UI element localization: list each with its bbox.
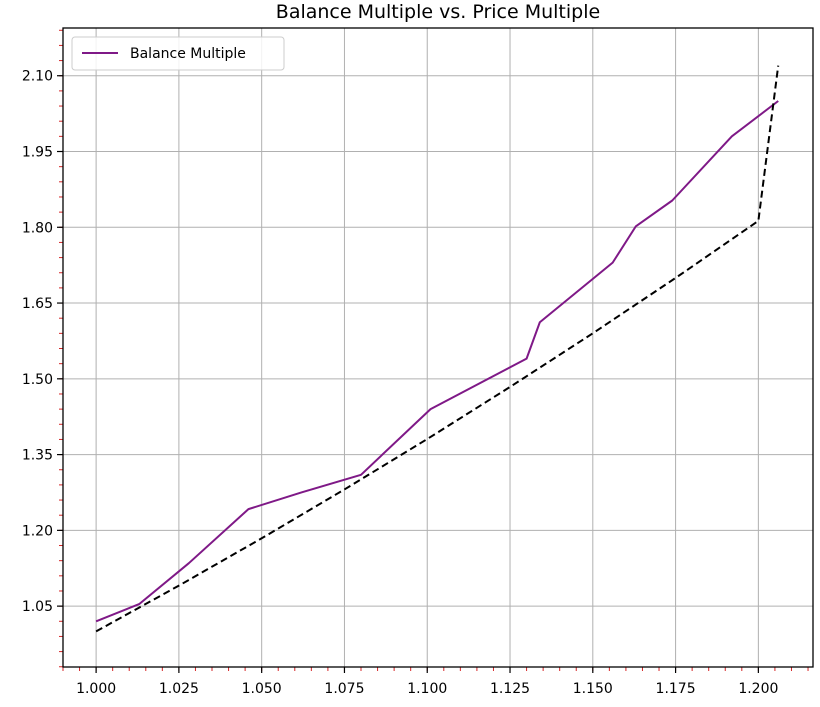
y-tick-labels: 1.05 1.20 1.35 1.50 1.65 1.80 1.95 2.10 — [22, 69, 53, 615]
major-ticks — [57, 75, 759, 673]
legend-label: Balance Multiple — [130, 46, 246, 62]
series — [95, 65, 780, 633]
x-tick-label: 1.025 — [159, 681, 199, 697]
x-tick-label: 1.100 — [407, 681, 447, 697]
y-tick-label: 1.05 — [22, 599, 53, 615]
reference-dashed-line — [95, 65, 780, 633]
plot-frame — [62, 27, 814, 668]
x-tick-labels: 1.000 1.025 1.050 1.075 1.100 1.125 1.150 1.175… — [76, 681, 778, 697]
y-tick-label: 1.65 — [22, 296, 53, 312]
minor-ticks — [59, 29, 809, 671]
y-tick-label: 1.20 — [22, 523, 53, 539]
x-tick-label: 1.000 — [76, 681, 116, 697]
x-tick-label: 1.150 — [573, 681, 613, 697]
x-tick-label: 1.175 — [656, 681, 696, 697]
x-tick-label: 1.050 — [242, 681, 282, 697]
y-tick-label: 2.10 — [22, 69, 53, 85]
chart-title: Balance Multiple vs. Price Multiple — [276, 1, 600, 23]
legend: Balance Multiple — [71, 36, 285, 71]
y-tick-label: 1.95 — [22, 145, 53, 161]
x-tick-label: 1.125 — [490, 681, 530, 697]
y-tick-label: 1.80 — [22, 220, 53, 236]
legend-box — [71, 36, 285, 71]
x-tick-label: 1.200 — [738, 681, 778, 697]
y-tick-label: 1.50 — [22, 372, 53, 388]
series-line-balance-multiple — [95, 100, 779, 623]
x-tick-label: 1.075 — [324, 681, 364, 697]
grid — [63, 28, 813, 667]
y-tick-label: 1.35 — [22, 448, 53, 464]
